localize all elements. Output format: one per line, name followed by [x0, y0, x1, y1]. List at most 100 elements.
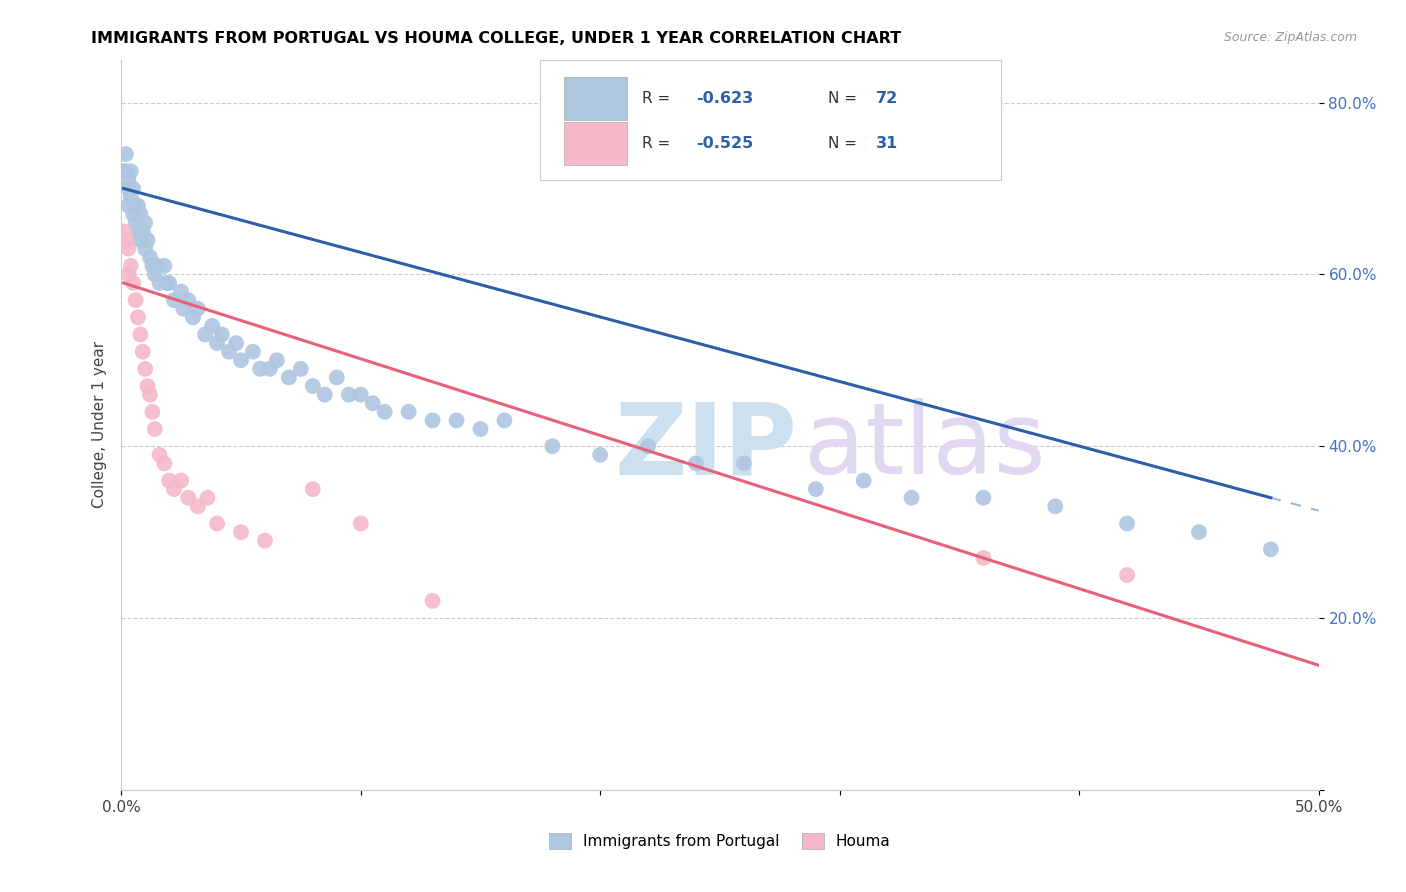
Text: 31: 31 [876, 136, 898, 151]
Point [163, 293, 186, 307]
Point [187, 500, 209, 514]
Point [350, 516, 373, 531]
Point [170, 474, 193, 488]
Point [177, 491, 200, 505]
Point [470, 422, 492, 436]
Point [141, 259, 163, 273]
Point [685, 456, 707, 470]
Text: 72: 72 [876, 91, 898, 106]
Point [290, 362, 312, 376]
Point [218, 344, 240, 359]
Point [136, 233, 159, 247]
Point [117, 268, 139, 282]
Point [143, 268, 166, 282]
Point [117, 199, 139, 213]
Point [173, 301, 195, 316]
Point [314, 387, 336, 401]
Point [136, 379, 159, 393]
Point [157, 474, 180, 488]
Point [194, 327, 217, 342]
Point [361, 396, 384, 410]
Point [148, 276, 170, 290]
Point [301, 379, 323, 393]
Point [733, 456, 755, 470]
Point [494, 413, 516, 427]
Point [120, 164, 142, 178]
Point [446, 413, 468, 427]
Point [398, 405, 420, 419]
Point [170, 285, 193, 299]
Point [229, 353, 252, 368]
Point [117, 173, 139, 187]
Point [129, 327, 152, 342]
Point [972, 550, 994, 565]
Point [422, 413, 444, 427]
Point [120, 190, 142, 204]
FancyBboxPatch shape [564, 77, 627, 120]
Point [134, 242, 156, 256]
Point [157, 276, 180, 290]
Text: atlas: atlas [804, 398, 1046, 495]
Point [139, 250, 162, 264]
Point [153, 259, 176, 273]
Point [211, 327, 233, 342]
Text: N =: N = [828, 136, 862, 151]
Point [972, 491, 994, 505]
Point [900, 491, 922, 505]
Text: IMMIGRANTS FROM PORTUGAL VS HOUMA COLLEGE, UNDER 1 YEAR CORRELATION CHART: IMMIGRANTS FROM PORTUGAL VS HOUMA COLLEG… [91, 31, 901, 46]
Point [205, 336, 228, 351]
Point [124, 199, 146, 213]
Point [112, 224, 135, 238]
Point [1116, 568, 1139, 582]
Point [117, 181, 139, 195]
Point [1045, 500, 1067, 514]
Point [115, 233, 138, 247]
Point [197, 491, 219, 505]
Point [156, 276, 179, 290]
Point [146, 259, 169, 273]
Point [124, 216, 146, 230]
Point [201, 318, 224, 333]
Text: -0.525: -0.525 [696, 136, 754, 151]
Point [326, 370, 349, 384]
Point [374, 405, 396, 419]
Point [253, 533, 276, 548]
Point [132, 224, 155, 238]
Point [122, 207, 145, 221]
Point [181, 310, 204, 325]
Point [120, 259, 142, 273]
FancyBboxPatch shape [564, 121, 627, 165]
Point [852, 474, 875, 488]
Point [127, 310, 149, 325]
Text: Source: ZipAtlas.com: Source: ZipAtlas.com [1223, 31, 1357, 45]
Point [637, 439, 659, 453]
Point [422, 594, 444, 608]
Text: N =: N = [828, 91, 862, 106]
Point [1116, 516, 1139, 531]
Point [804, 482, 827, 496]
Point [242, 344, 264, 359]
Point [541, 439, 564, 453]
Point [1260, 542, 1282, 557]
Point [115, 147, 138, 161]
Text: R =: R = [643, 136, 675, 151]
Point [127, 224, 149, 238]
Point [177, 293, 200, 307]
Point [122, 181, 145, 195]
Point [112, 164, 135, 178]
Point [129, 207, 152, 221]
Point [259, 362, 281, 376]
Point [225, 336, 247, 351]
Point [115, 164, 138, 178]
Point [134, 216, 156, 230]
Point [1188, 525, 1211, 540]
Legend: Immigrants from Portugal, Houma: Immigrants from Portugal, Houma [543, 827, 897, 855]
Point [124, 293, 146, 307]
Point [143, 422, 166, 436]
Point [127, 199, 149, 213]
Point [117, 242, 139, 256]
Text: -0.623: -0.623 [696, 91, 754, 106]
Point [205, 516, 228, 531]
Y-axis label: College, Under 1 year: College, Under 1 year [93, 341, 107, 508]
Point [301, 482, 323, 496]
